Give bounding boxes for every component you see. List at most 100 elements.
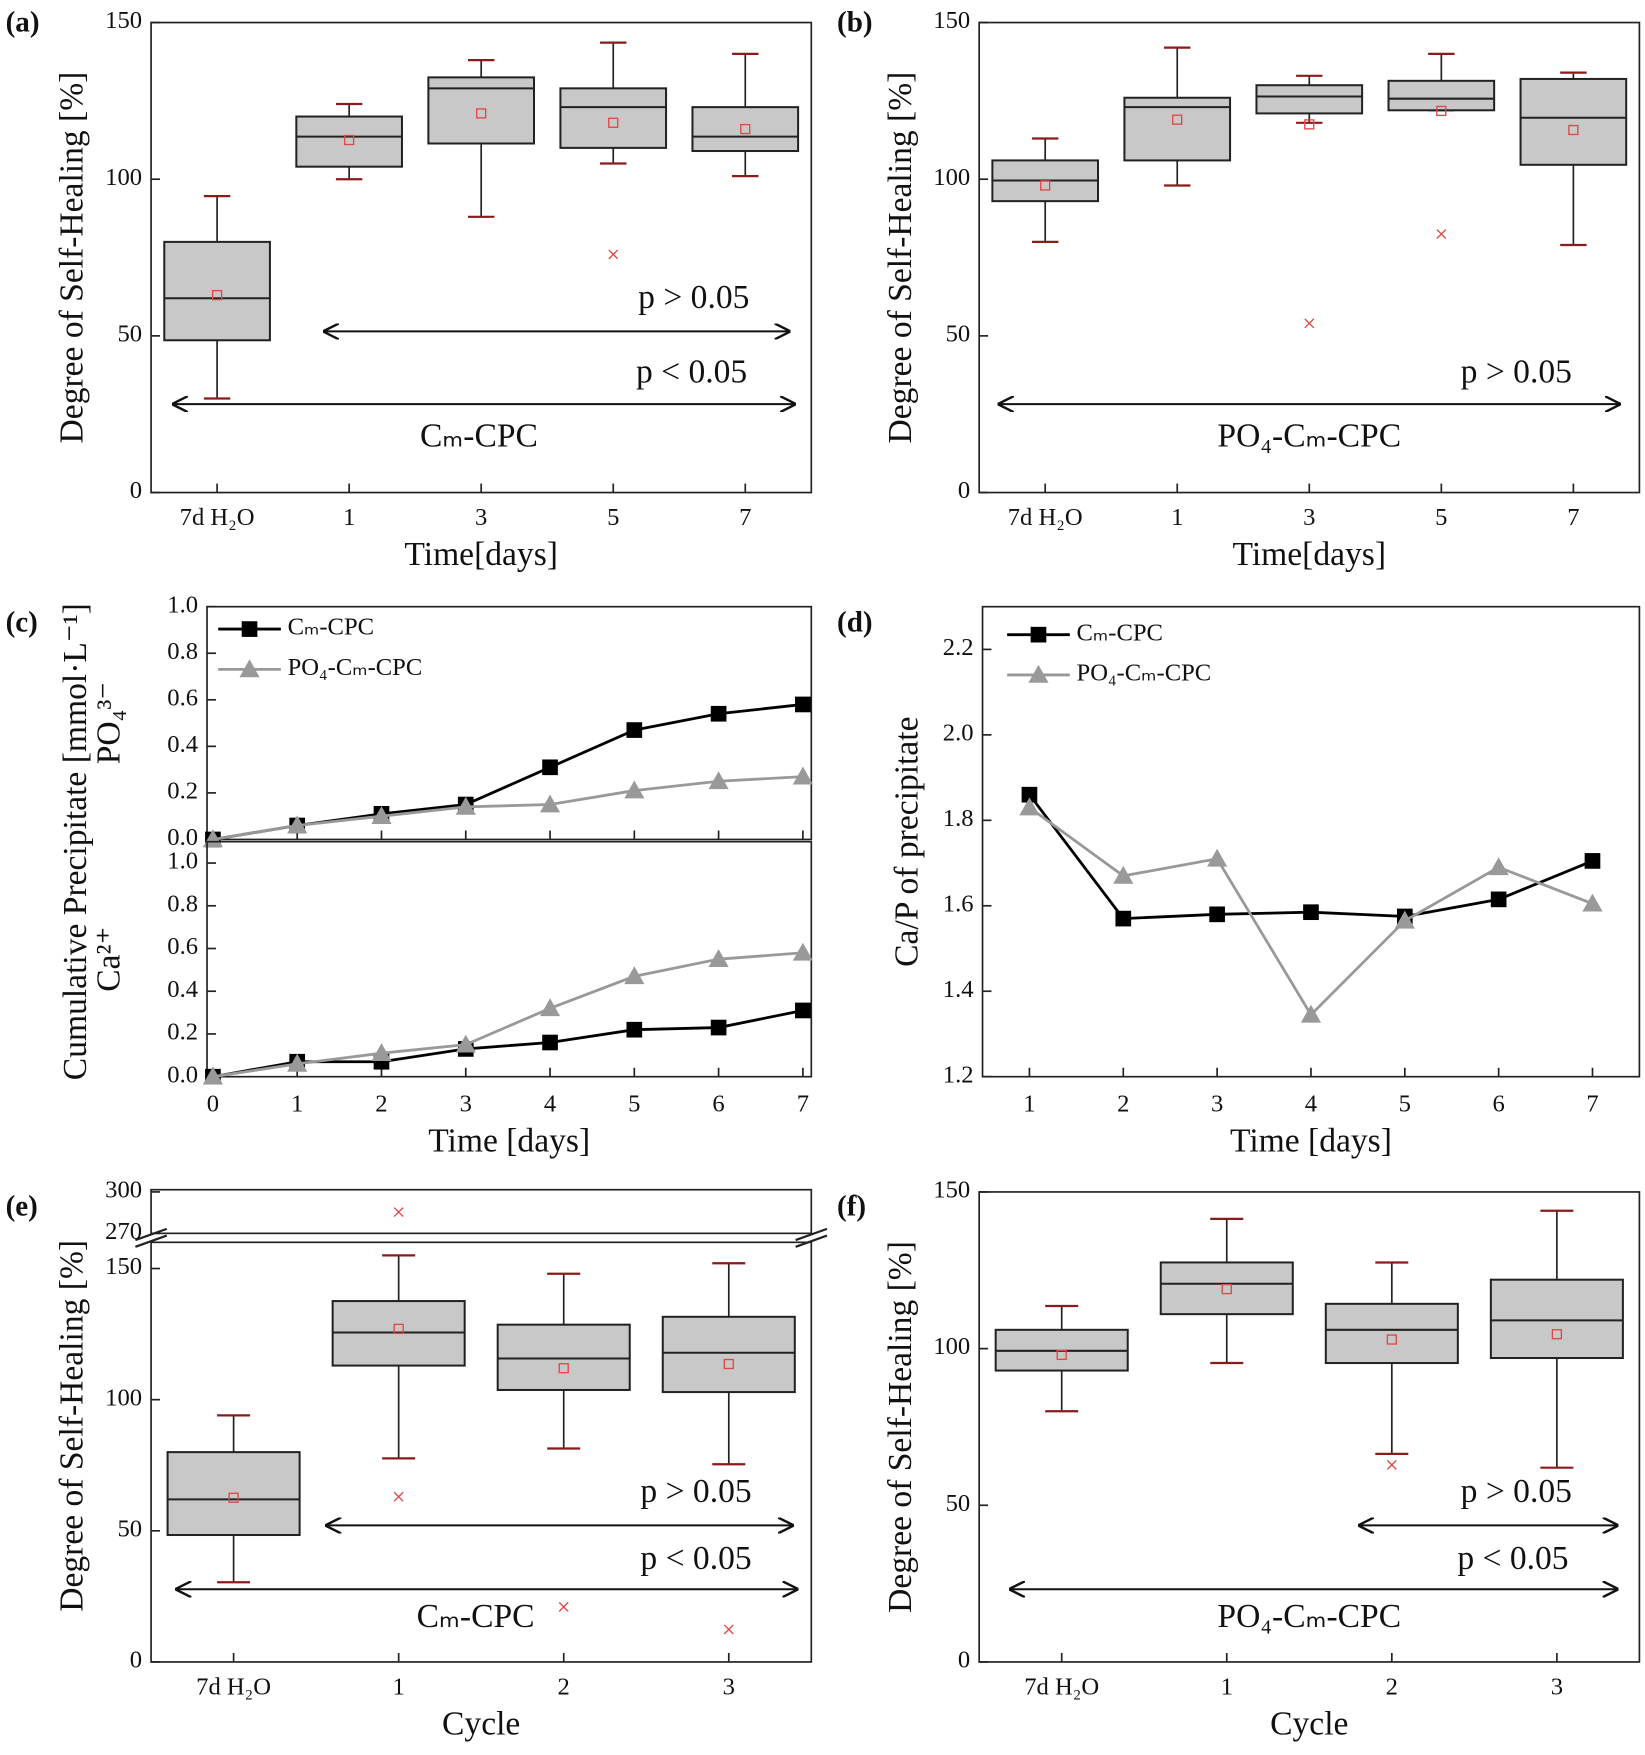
- annotation: p < 0.05: [1457, 1540, 1568, 1577]
- point: [1209, 906, 1225, 923]
- x-tick-label: 6: [1492, 1090, 1504, 1117]
- x-tick-label: 3: [723, 1673, 735, 1700]
- y-tick-label: 150: [933, 1177, 970, 1204]
- x-tick-label: 6: [712, 1090, 724, 1117]
- x-axis-label: Time [days]: [428, 1123, 590, 1160]
- y-tick-label: 0.2: [167, 778, 198, 805]
- x-tick-label: 5: [1399, 1090, 1411, 1117]
- y-tick-label: 1.2: [943, 1061, 974, 1088]
- x-tick-label: 1: [1023, 1090, 1035, 1117]
- x-axis-label: Cycle: [442, 1706, 520, 1743]
- legend-label: PO₄-Cₘ-CPC: [288, 654, 423, 681]
- outlier: [558, 1601, 569, 1612]
- point: [1394, 910, 1415, 929]
- x-tick-label: 1: [343, 504, 355, 531]
- outlier: [723, 1624, 734, 1635]
- point: [1584, 853, 1601, 869]
- point: [626, 1021, 643, 1038]
- x-tick-label: 1: [1221, 1673, 1233, 1700]
- y-tick-label: 300: [105, 1177, 142, 1204]
- y-axis-label: PO₄³⁻: [91, 682, 128, 764]
- panel-label: (d): [837, 606, 873, 638]
- annotation: PO₄-Cₘ-CPC: [1217, 418, 1401, 455]
- x-axis-label: Cycle: [1270, 1706, 1348, 1743]
- y-tick-label: 270: [105, 1218, 142, 1245]
- mean-marker: [723, 1358, 734, 1370]
- x-tick-label: 3: [1303, 504, 1315, 531]
- mean-marker: [343, 134, 355, 146]
- y-tick-label: 0.6: [167, 933, 198, 960]
- mean-marker: [608, 117, 619, 128]
- point: [792, 942, 813, 961]
- outlier: [393, 1491, 404, 1502]
- x-tick-label: 7: [1567, 504, 1579, 531]
- point: [539, 998, 561, 1017]
- box: [1519, 77, 1628, 166]
- point: [287, 815, 308, 834]
- point: [287, 1053, 308, 1072]
- x-tick-label: 7: [1586, 1090, 1598, 1117]
- y-tick-label: 100: [933, 1333, 970, 1360]
- point: [1021, 786, 1038, 803]
- x-tick-label: 1: [393, 1673, 405, 1700]
- plot-frame: [978, 1191, 1641, 1663]
- x-tick-label: 4: [544, 1090, 556, 1117]
- plot-frame: [206, 605, 813, 841]
- annotation: Cₘ-CPC: [417, 1598, 535, 1635]
- y-axis-label: Ca/P of precipitate: [888, 716, 925, 966]
- x-tick-label: 1: [291, 1090, 303, 1117]
- point: [241, 621, 258, 637]
- point: [202, 829, 223, 848]
- x-tick-label: 0: [207, 1090, 219, 1117]
- point: [1030, 626, 1047, 643]
- point: [1582, 893, 1603, 912]
- y-tick-label: 50: [118, 1515, 143, 1542]
- y-axis-label: Ca²⁺: [91, 927, 128, 992]
- annotation: Cₘ-CPC: [420, 418, 538, 455]
- point: [626, 722, 643, 738]
- box: [661, 1315, 796, 1394]
- x-tick-label: 5: [607, 504, 619, 531]
- box: [1387, 79, 1496, 112]
- y-tick-label: 1.4: [943, 976, 974, 1003]
- outlier: [608, 249, 619, 260]
- series-line: [1028, 793, 1594, 921]
- y-tick-label: 150: [105, 7, 142, 34]
- box: [1159, 1261, 1294, 1316]
- panel-label: (b): [837, 6, 873, 38]
- series-line: [212, 775, 803, 841]
- point: [455, 1034, 476, 1053]
- plot-frame: [150, 1241, 813, 1663]
- point: [710, 705, 727, 722]
- axis-break-mark: [795, 1227, 828, 1242]
- y-tick-label: 150: [933, 7, 970, 34]
- mean-marker: [1304, 119, 1315, 130]
- annotation: p > 0.05: [640, 1473, 751, 1510]
- y-tick-label: 0.4: [167, 976, 198, 1003]
- annotation: p < 0.05: [636, 354, 747, 391]
- y-axis-label: Degree of Self-Healing [%]: [54, 1240, 91, 1612]
- y-tick-label: 1.8: [943, 805, 974, 832]
- box: [295, 115, 403, 168]
- panel-label: (e): [6, 1190, 38, 1222]
- y-tick-label: 0.6: [167, 684, 198, 711]
- point: [239, 659, 260, 678]
- x-tick-label: 7d H₂O: [1024, 1673, 1099, 1700]
- x-tick-label: 3: [460, 1090, 472, 1117]
- x-tick-label: 7: [739, 504, 751, 531]
- y-axis-label: Degree of Self-Healing [%]: [54, 72, 91, 444]
- x-tick-label: 7d H₂O: [180, 504, 255, 531]
- y-tick-label: 0.0: [167, 1061, 198, 1088]
- y-tick-label: 0.2: [167, 1019, 198, 1046]
- point: [708, 949, 729, 968]
- legend-label: PO₄-Cₘ-CPC: [1077, 660, 1212, 687]
- outlier: [1304, 318, 1315, 329]
- point: [542, 759, 558, 776]
- box: [691, 106, 800, 153]
- point: [1028, 664, 1049, 683]
- x-tick-label: 7d H₂O: [1008, 504, 1083, 531]
- x-tick-label: 3: [1211, 1090, 1223, 1117]
- mean-marker: [476, 108, 487, 119]
- annotation: p > 0.05: [1461, 354, 1572, 391]
